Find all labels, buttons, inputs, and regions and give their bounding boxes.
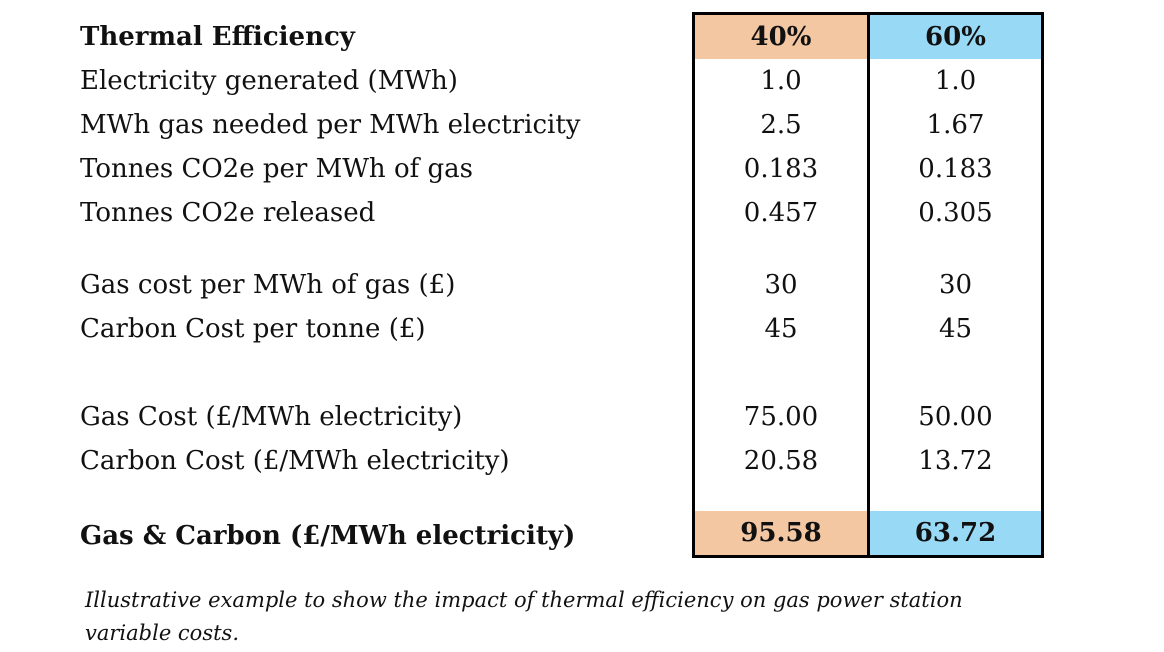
row-label: Gas cost per MWh of gas (£) (80, 270, 456, 300)
table-header-row: Thermal Efficiency 40% 60% (80, 12, 1044, 59)
table-total-row: Gas & Carbon (£/MWh electricity) 95.58 6… (80, 511, 1044, 558)
value-cell-60: 50.00 (867, 395, 1044, 439)
value-cell-40: 30 (692, 263, 867, 307)
spacer-cell (692, 351, 867, 395)
value-cell-60: 45 (867, 307, 1044, 351)
spacer-cell (867, 483, 1044, 511)
total-row-label: Gas & Carbon (£/MWh electricity) (80, 521, 576, 551)
table-row: MWh gas needed per MWh electricity 2.5 1… (80, 103, 1044, 147)
spacer-cell (867, 235, 1044, 263)
total-value-cell-60: 63.72 (867, 511, 1044, 558)
table-title: Thermal Efficiency (80, 22, 355, 52)
value-cell-40: 45 (692, 307, 867, 351)
thermal-efficiency-table: Thermal Efficiency 40% 60% Electricity g… (80, 12, 1044, 558)
row-label: Gas Cost (£/MWh electricity) (80, 402, 463, 432)
total-value-cell-40: 95.58 (692, 511, 867, 558)
value-cell-40: 0.457 (692, 191, 867, 235)
spacer-cell (80, 351, 692, 395)
row-label: Tonnes CO2e released (80, 198, 376, 228)
spacer-cell (867, 351, 1044, 395)
table-caption: Illustrative example to show the impact … (85, 588, 963, 645)
value-cell-40: 2.5 (692, 103, 867, 147)
spacer-cell (692, 483, 867, 511)
table-row: Electricity generated (MWh) 1.0 1.0 (80, 59, 1044, 103)
table-row: Gas cost per MWh of gas (£) 30 30 (80, 263, 1044, 307)
spacer-cell (692, 235, 867, 263)
value-cell-60: 30 (867, 263, 1044, 307)
spacer-row (80, 351, 1044, 395)
table-row: Tonnes CO2e per MWh of gas 0.183 0.183 (80, 147, 1044, 191)
value-cell-60: 1.67 (867, 103, 1044, 147)
row-label: Carbon Cost per tonne (£) (80, 314, 426, 344)
row-label: Carbon Cost (£/MWh electricity) (80, 446, 510, 476)
value-cell-60: 13.72 (867, 439, 1044, 483)
table-row: Carbon Cost (£/MWh electricity) 20.58 13… (80, 439, 1044, 483)
value-cell-60: 0.305 (867, 191, 1044, 235)
spacer-cell (80, 235, 692, 263)
table-row: Gas Cost (£/MWh electricity) 75.00 50.00 (80, 395, 1044, 439)
value-cell-40: 75.00 (692, 395, 867, 439)
header-cell-40pct: 40% (692, 12, 867, 59)
spacer-row (80, 483, 1044, 511)
value-cell-40: 0.183 (692, 147, 867, 191)
row-label: Electricity generated (MWh) (80, 66, 458, 96)
table-row: Tonnes CO2e released 0.457 0.305 (80, 191, 1044, 235)
value-cell-40: 1.0 (692, 59, 867, 103)
value-cell-60: 1.0 (867, 59, 1044, 103)
spacer-cell (80, 483, 692, 511)
value-cell-60: 0.183 (867, 147, 1044, 191)
row-label: Tonnes CO2e per MWh of gas (80, 154, 473, 184)
value-cell-40: 20.58 (692, 439, 867, 483)
table-row: Carbon Cost per tonne (£) 45 45 (80, 307, 1044, 351)
spacer-row (80, 235, 1044, 263)
header-cell-60pct: 60% (867, 12, 1044, 59)
row-label: MWh gas needed per MWh electricity (80, 110, 581, 140)
